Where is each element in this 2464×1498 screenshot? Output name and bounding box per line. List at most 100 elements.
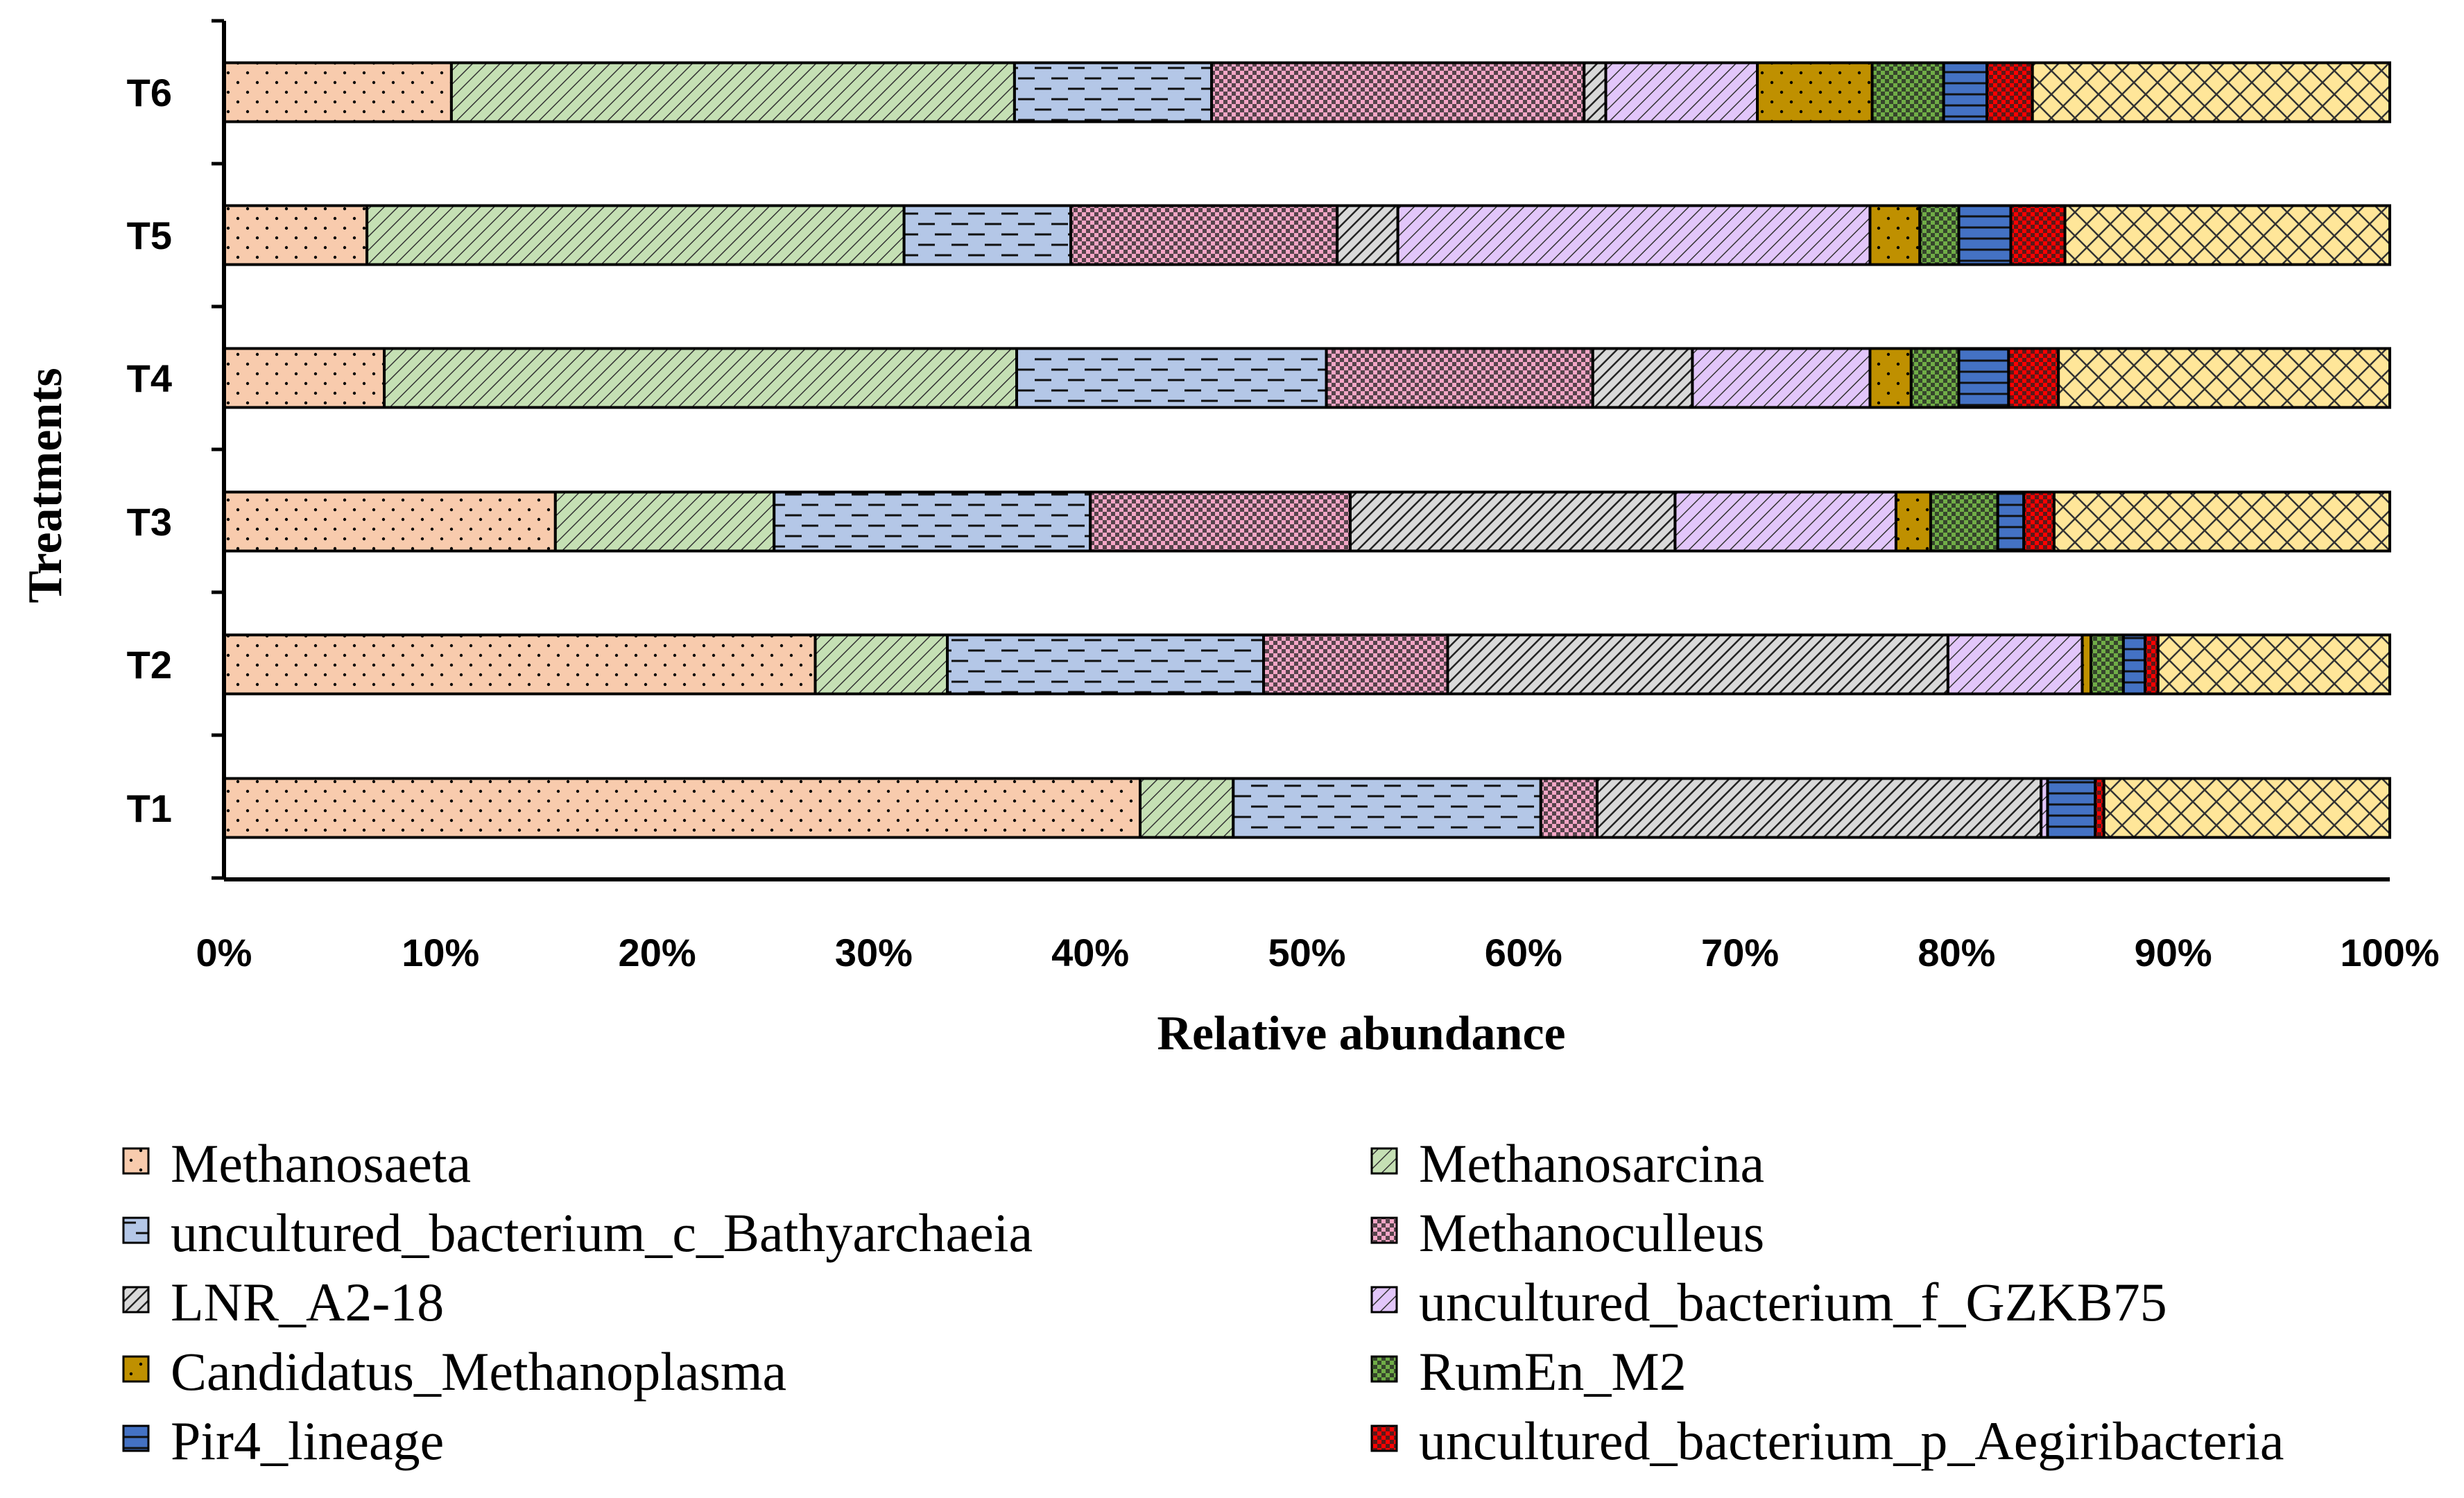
bar-t2-methanoculleus xyxy=(1262,633,1449,696)
bar-t6-uncultured_bacterium_c_bathyarchaeia xyxy=(1013,61,1214,123)
legend-entry: uncultured_bacterium_p_Aegiribacteria xyxy=(1370,1411,2284,1471)
bar-t3-uncultured_bacterium_f_gzkb75 xyxy=(1673,490,1897,553)
bar-t3-candidatus_methanoplasma xyxy=(1894,490,1932,553)
bar-t5-uncultured_bacterium_c_bathyarchaeia xyxy=(902,204,1073,266)
x-tick-label: 10% xyxy=(402,931,479,974)
legend-swatch xyxy=(122,1147,150,1175)
bar-t3-methanoculleus xyxy=(1089,490,1352,553)
bar-t4-methanosaeta xyxy=(223,347,386,409)
x-tick-label: 70% xyxy=(1701,931,1779,974)
legend-label: Methanosaeta xyxy=(171,1133,471,1194)
bar-t3-uncultured_bacterium_c_bathyarchaeia xyxy=(773,490,1092,553)
x-axis-title: Relative abundance xyxy=(1157,1007,1565,1060)
bar-t5-rumen_m2 xyxy=(1918,204,1961,266)
legend-swatch xyxy=(1370,1286,1398,1314)
bar-t6-candidatus_methanoplasma xyxy=(1756,61,1874,123)
bar-t1-lnr_a2-18 xyxy=(1595,777,2043,839)
bar-t5-lnr_a2-18 xyxy=(1336,204,1399,266)
bar-t6-rumen_m2 xyxy=(1870,61,1945,123)
legend-label: Candidatus_Methanoplasma xyxy=(171,1341,786,1402)
x-tick-label: 30% xyxy=(835,931,913,974)
bar-t2-uncultured_bacterium_c_bathyarchaeia xyxy=(946,633,1266,696)
legend-entry: Pir4_lineage xyxy=(122,1411,444,1471)
bar-t5-methanoculleus xyxy=(1069,204,1339,266)
bar-t6-methanosarcina xyxy=(449,61,1016,123)
bar-t6-pir4_lineage xyxy=(1942,61,1989,123)
bar-t3-pir4_lineage xyxy=(1996,490,2026,553)
legend-entry: LNR_A2-18 xyxy=(122,1272,444,1332)
x-tick-label: 50% xyxy=(1268,931,1345,974)
y-tick-labels: T1 T2 T3 T4 T5 T6 xyxy=(127,71,172,830)
bar-t1-other xyxy=(2102,777,2391,839)
legend-entry: uncultured_bacterium_f_GZKB75 xyxy=(1370,1272,2167,1332)
bar-t2-methanosarcina xyxy=(813,633,949,696)
legend-swatch xyxy=(1370,1216,1398,1244)
bar-t5-uncultured_bacterium_p_aegiribacteria xyxy=(2009,204,2067,266)
legend-label: Pir4_lineage xyxy=(171,1411,444,1471)
y-tick-label: T1 xyxy=(127,786,172,830)
bar-t5-methanosarcina xyxy=(365,204,906,266)
bar-t4-uncultured_bacterium_f_gzkb75 xyxy=(1691,347,1872,409)
x-tick-label: 80% xyxy=(1918,931,1995,974)
legend-swatch xyxy=(122,1355,150,1383)
bars-layer xyxy=(223,61,2392,839)
bar-t4-other xyxy=(2057,347,2391,409)
bar-t1-uncultured_bacterium_c_bathyarchaeia xyxy=(1232,777,1542,839)
legend-swatch xyxy=(122,1286,150,1314)
y-axis-title: Treatments xyxy=(19,368,72,603)
legend-entry: Candidatus_Methanoplasma xyxy=(122,1341,786,1402)
bar-t4-methanoculleus xyxy=(1325,347,1594,409)
x-tick-label: 60% xyxy=(1485,931,1562,974)
bar-t2-pir4_lineage xyxy=(2121,633,2147,696)
legend-swatch xyxy=(122,1424,150,1452)
bar-t1-methanosaeta xyxy=(223,777,1142,839)
x-tick-label: 0% xyxy=(196,931,252,974)
bar-t4-pir4_lineage xyxy=(1957,347,2010,409)
bar-t5-other xyxy=(2063,204,2392,266)
bar-t6-other xyxy=(2031,61,2391,123)
legend-label: uncultured_bacterium_f_GZKB75 xyxy=(1419,1272,2167,1332)
bar-t3-uncultured_bacterium_p_aegiribacteria xyxy=(2022,490,2056,553)
x-tick-labels: 0% 10% 20% 30% 40% 50% 60% 70% 80% 90% 100% xyxy=(196,931,2440,974)
bar-t5-candidatus_methanoplasma xyxy=(1868,204,1922,266)
bar-t2-uncultured_bacterium_p_aegiribacteria xyxy=(2144,633,2160,696)
y-tick-label: T6 xyxy=(127,71,172,114)
legend-label: Methanoculleus xyxy=(1419,1203,1764,1263)
y-tick-label: T2 xyxy=(127,643,172,687)
legend-label: uncultured_bacterium_c_Bathyarchaeia xyxy=(171,1203,1033,1263)
legend: Methanosaeta Methanosarcina uncultured_bac… xyxy=(122,1133,2284,1471)
bar-t4-rumen_m2 xyxy=(1909,347,1961,409)
bar-t4-methanosarcina xyxy=(383,347,1019,409)
bar-t5-methanosaeta xyxy=(223,204,369,266)
bar-t2-uncultured_bacterium_f_gzkb75 xyxy=(1946,633,2084,696)
bar-t3-methanosarcina xyxy=(553,490,776,553)
bar-t1-methanosarcina xyxy=(1139,777,1235,839)
bar-t1-pir4_lineage xyxy=(2046,777,2097,839)
x-tick-label: 20% xyxy=(619,931,696,974)
legend-swatch xyxy=(1370,1424,1398,1452)
y-tick-label: T4 xyxy=(127,356,172,400)
bar-t3-other xyxy=(2052,490,2391,553)
bar-t3-methanosaeta xyxy=(223,490,557,553)
bar-t2-lnr_a2-18 xyxy=(1446,633,1949,696)
bar-t1-methanoculleus xyxy=(1539,777,1599,839)
legend-entry: Methanosarcina xyxy=(1370,1133,1764,1194)
bar-t3-lnr_a2-18 xyxy=(1348,490,1677,553)
legend-label: Methanosarcina xyxy=(1419,1133,1764,1194)
bar-t6-uncultured_bacterium_f_gzkb75 xyxy=(1604,61,1759,123)
legend-swatch xyxy=(122,1216,150,1244)
bar-t6-methanoculleus xyxy=(1210,61,1586,123)
legend-entry: uncultured_bacterium_c_Bathyarchaeia xyxy=(122,1203,1033,1263)
x-tick-label: 40% xyxy=(1051,931,1129,974)
bar-t3-rumen_m2 xyxy=(1929,490,1999,553)
legend-entry: Methanoculleus xyxy=(1370,1203,1764,1263)
bar-t4-uncultured_bacterium_p_aegiribacteria xyxy=(2007,347,2060,409)
x-tick-label: 90% xyxy=(2135,931,2212,974)
bar-t4-lnr_a2-18 xyxy=(1591,347,1694,409)
legend-swatch xyxy=(1370,1355,1398,1383)
legend-label: LNR_A2-18 xyxy=(171,1272,444,1332)
legend-label: RumEn_M2 xyxy=(1419,1341,1687,1402)
legend-entry: RumEn_M2 xyxy=(1370,1341,1687,1402)
bar-t6-lnr_a2-18 xyxy=(1583,61,1608,123)
